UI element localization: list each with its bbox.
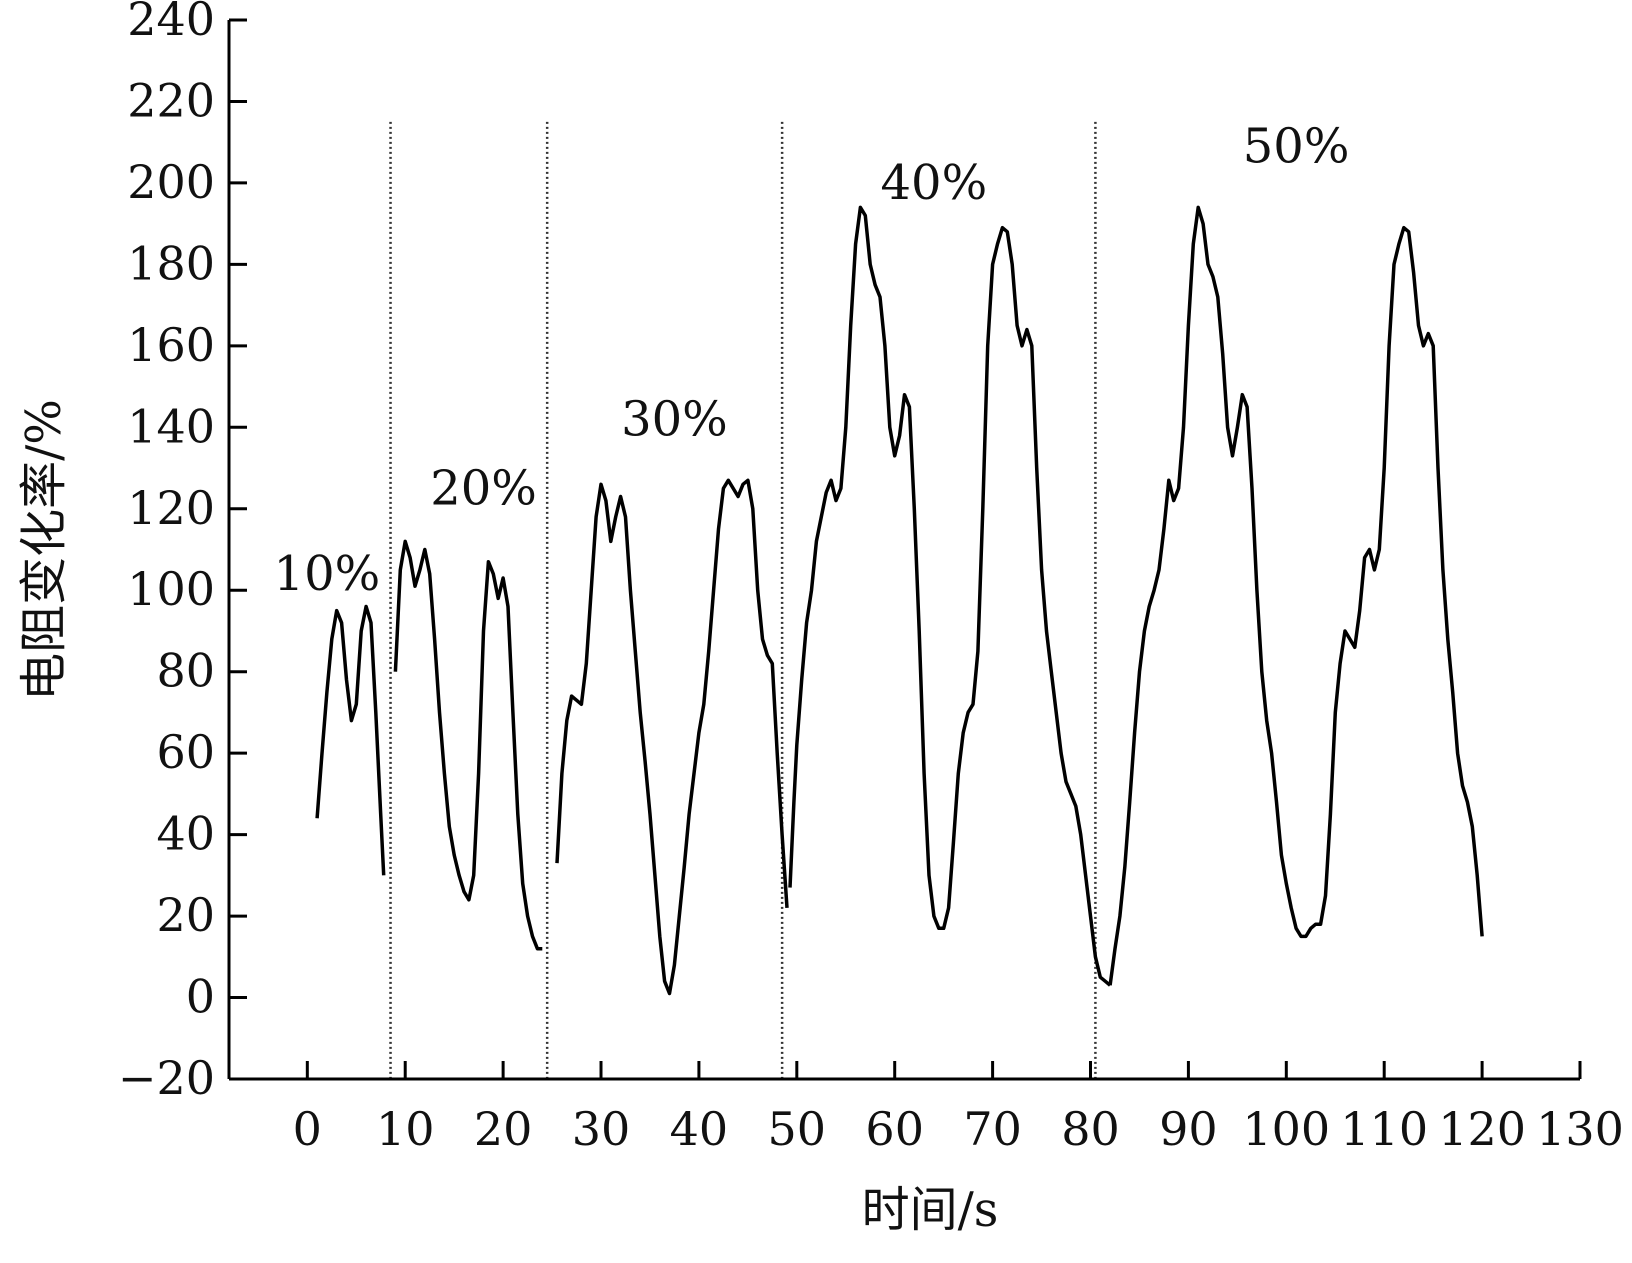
y-tick-label: 20 (156, 888, 215, 942)
series-line (555, 478, 789, 996)
x-tick-label: 120 (1438, 1102, 1526, 1156)
y-tick-label: 200 (127, 155, 215, 209)
x-tick-label: 100 (1242, 1102, 1330, 1156)
x-tick-label: 110 (1340, 1102, 1428, 1156)
series-line (1108, 205, 1484, 986)
x-tick-label: 30 (572, 1102, 631, 1156)
y-tick-label: 220 (127, 73, 215, 127)
annotation-label: 20% (430, 461, 537, 517)
ticks: −20 0 20 40 60 80 100 120 140 160 180 200 220 240 0 10 2… (118, 0, 1624, 1156)
y-tick-label: 160 (127, 318, 215, 372)
x-tick-label: 130 (1536, 1102, 1624, 1156)
y-tick-label: −20 (118, 1051, 215, 1105)
x-tick-label: 0 (293, 1102, 322, 1156)
annotation-label: 30% (621, 391, 728, 447)
series-line (788, 205, 1112, 987)
series-line (315, 604, 386, 876)
x-tick-label: 70 (963, 1102, 1022, 1156)
annotation-label: 10% (274, 546, 381, 602)
series (315, 205, 1484, 996)
x-tick-label: 90 (1159, 1102, 1218, 1156)
y-tick-label: 140 (127, 399, 215, 453)
annotations: 10% 20% 30% 40% 50% (274, 119, 1350, 603)
y-tick-label: 40 (156, 807, 215, 861)
y-tick-label: 120 (127, 481, 215, 535)
y-tick-label: 80 (156, 644, 215, 698)
x-tick-label: 10 (376, 1102, 435, 1156)
x-tick-label: 80 (1061, 1102, 1120, 1156)
annotation-label: 50% (1243, 119, 1350, 175)
annotation-label: 40% (881, 155, 988, 211)
x-tick-label: 20 (474, 1102, 533, 1156)
y-tick-label: 0 (186, 970, 215, 1024)
x-tick-label: 60 (865, 1102, 924, 1156)
y-tick-label: 180 (127, 236, 215, 290)
x-tick-label: 50 (768, 1102, 827, 1156)
axes (227, 20, 1580, 1081)
divider-lines (389, 121, 1097, 1079)
y-axis-title: 电阻变化率/% (16, 399, 72, 701)
series-line (393, 539, 543, 951)
y-tick-label: 60 (156, 725, 215, 779)
y-tick-label: 100 (127, 562, 215, 616)
y-tick-label: 240 (127, 0, 215, 46)
x-axis-title: 时间/s (862, 1182, 999, 1238)
x-tick-label: 40 (670, 1102, 729, 1156)
